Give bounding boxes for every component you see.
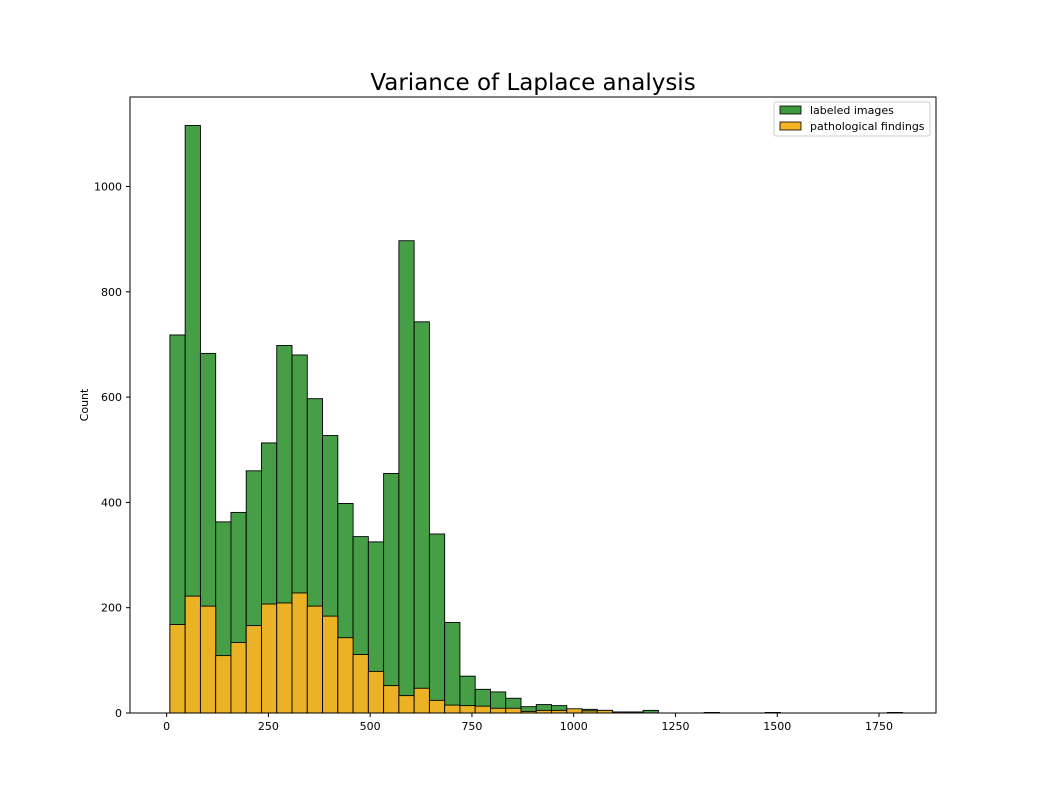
bar-labeled-images-18 <box>444 621 461 714</box>
bar-pathological-findings-26 <box>566 708 583 714</box>
y-tick-label-5: 1000 <box>94 181 122 194</box>
bar-pathological-findings-0 <box>169 624 186 714</box>
y-tick-label-2: 400 <box>101 496 122 509</box>
x-tick-label-6: 1500 <box>763 720 791 733</box>
bar-pathological-findings-17 <box>428 699 446 714</box>
bar-pathological-findings-19 <box>459 705 476 714</box>
bar-pathological-findings-15 <box>398 695 415 714</box>
bar-pathological-findings-8 <box>291 592 308 714</box>
bar-labeled-images-16 <box>413 321 430 714</box>
bar-pathological-findings-2 <box>199 605 217 714</box>
x-tick-label-2: 500 <box>360 720 381 733</box>
series-pathological-findings-bars <box>169 592 629 714</box>
legend-swatch-pathological-findings <box>779 121 802 131</box>
x-tick-label-4: 1000 <box>560 720 588 733</box>
y-tick-label-4: 800 <box>101 286 122 299</box>
bar-pathological-findings-5 <box>245 625 262 714</box>
x-axis: 0 250 500 750 1000 1250 1500 1750 <box>163 713 893 733</box>
y-tick-label-3: 600 <box>101 391 122 404</box>
bar-pathological-findings-20 <box>474 705 491 714</box>
bar-labeled-images-14 <box>383 472 400 714</box>
bar-labeled-images-15 <box>398 240 415 714</box>
bar-pathological-findings-7 <box>276 602 293 714</box>
bar-pathological-findings-1 <box>184 595 201 714</box>
x-tick-label-0: 0 <box>163 720 170 733</box>
bar-pathological-findings-4 <box>230 642 247 714</box>
bar-labeled-images-17 <box>428 533 446 714</box>
y-tick-label-0: 0 <box>115 707 122 720</box>
y-axis-title: Count <box>78 388 91 421</box>
legend: labeled images pathological findings <box>773 101 931 137</box>
legend-frame <box>773 101 931 137</box>
bar-pathological-findings-13 <box>367 670 385 714</box>
bar-pathological-findings-22 <box>505 707 522 714</box>
x-tick-label-3: 750 <box>461 720 482 733</box>
x-tick-label-5: 1250 <box>661 720 689 733</box>
y-axis: 0 200 400 600 800 1000 <box>94 181 130 720</box>
legend-label-labeled-images: labeled images <box>810 104 894 117</box>
bar-pathological-findings-3 <box>215 655 232 714</box>
bar-pathological-findings-6 <box>261 603 278 714</box>
bar-pathological-findings-10 <box>322 615 339 714</box>
y-tick-label-1: 200 <box>101 602 122 615</box>
bar-pathological-findings-11 <box>337 637 354 714</box>
legend-label-pathological-findings: pathological findings <box>810 120 925 133</box>
bar-pathological-findings-12 <box>352 654 369 714</box>
plot-area-frame <box>129 96 937 714</box>
bar-pathological-findings-9 <box>306 605 323 714</box>
bar-pathological-findings-16 <box>413 687 430 714</box>
chart-title: Variance of Laplace analysis <box>370 70 695 96</box>
bar-pathological-findings-14 <box>383 685 400 714</box>
bar-pathological-findings-21 <box>490 707 507 714</box>
legend-swatch-labeled-images <box>779 105 802 115</box>
bar-pathological-findings-18 <box>444 704 461 714</box>
x-tick-label-1: 250 <box>258 720 279 733</box>
x-tick-label-7: 1750 <box>865 720 893 733</box>
